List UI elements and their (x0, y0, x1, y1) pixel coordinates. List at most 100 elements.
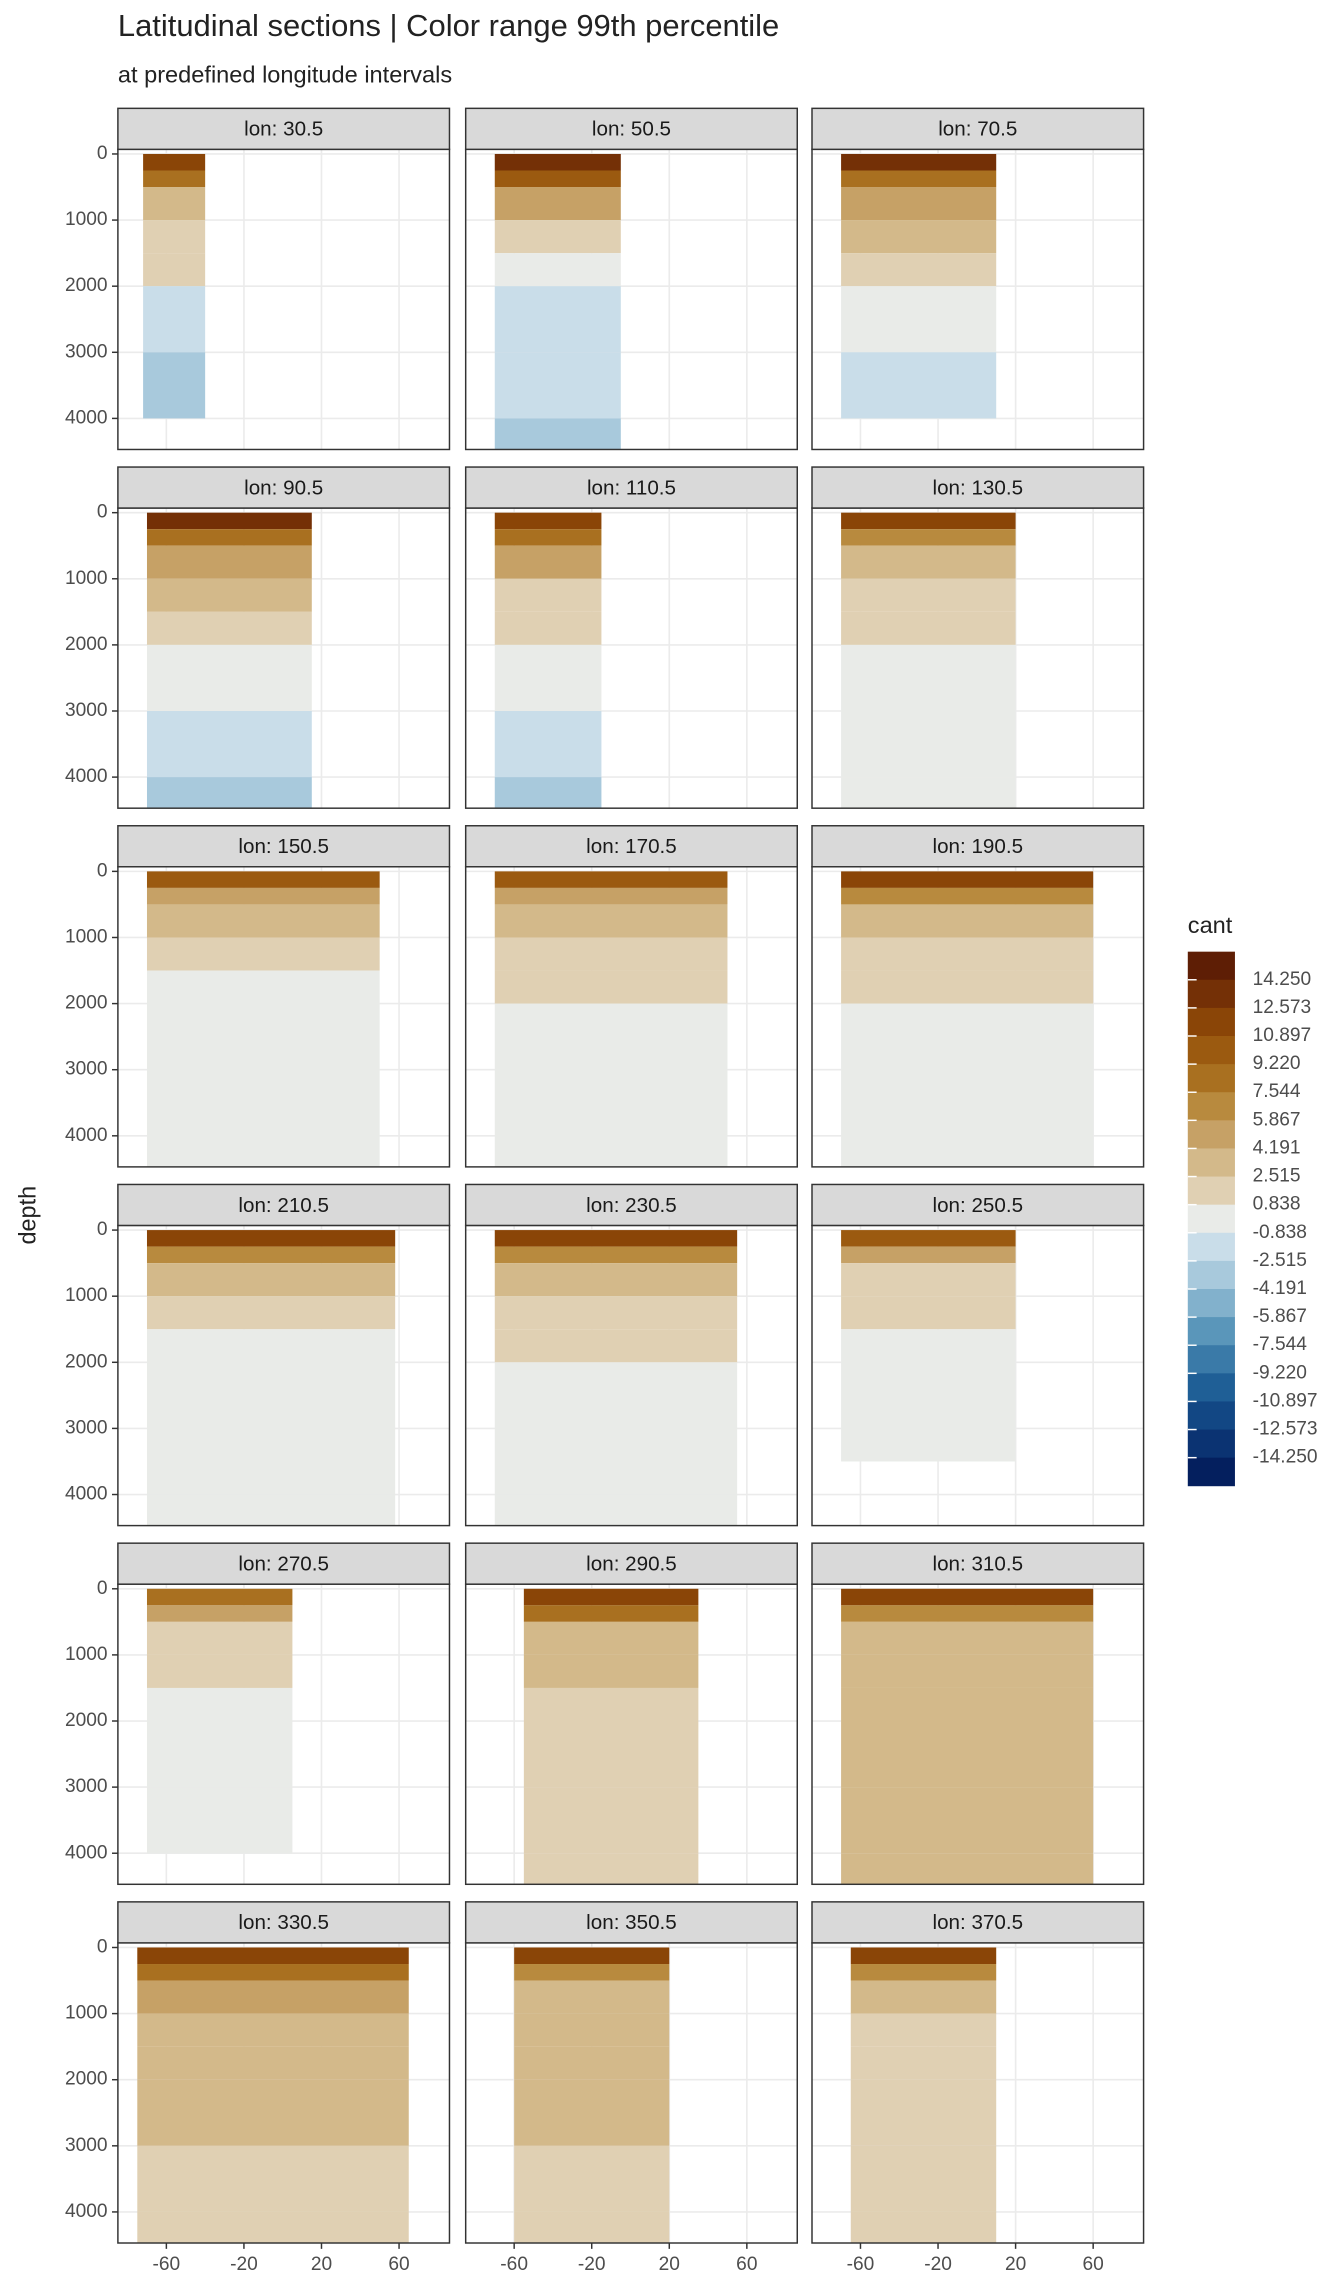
y-tick-label: 2000 (65, 1710, 108, 1731)
strip-label: lon: 370.5 (933, 1911, 1024, 1934)
contour-band (514, 1947, 670, 1965)
legend-swatch (1187, 1345, 1235, 1374)
chart-subtitle: at predefined longitude intervals (118, 61, 452, 87)
contour-band (841, 1654, 1094, 1688)
contour-band (494, 1230, 738, 1247)
contour-band (146, 545, 312, 579)
x-tick-label: -20 (578, 2254, 606, 2275)
section (841, 871, 1094, 1167)
strip (117, 1183, 451, 1227)
contour-band (146, 1263, 396, 1297)
contour-band (841, 1853, 1094, 1885)
y-tick-label: 1000 (65, 927, 108, 948)
contour-band (494, 937, 728, 971)
contour-band (514, 2046, 670, 2080)
contour-band (494, 187, 621, 221)
contour-band (137, 2145, 409, 2212)
x-tick-label: 20 (311, 2254, 332, 2275)
contour-band (143, 220, 206, 254)
contour-band (494, 904, 728, 938)
strip-label: lon: 90.5 (244, 476, 323, 499)
contour-band (514, 2079, 670, 2146)
contour-band (494, 1069, 728, 1136)
section (841, 153, 997, 419)
contour-band (146, 644, 312, 712)
x-tick-label: 20 (659, 2254, 680, 2275)
strip (117, 1542, 451, 1585)
legend-swatch (1187, 1064, 1235, 1093)
y-tick-label: 3000 (65, 1776, 108, 1797)
contour-band (841, 887, 1094, 905)
strip-label: lon: 110.5 (587, 476, 676, 499)
legend-swatch (1187, 1035, 1235, 1065)
contour-band (146, 1605, 293, 1622)
contour-band (146, 871, 380, 888)
contour-band (146, 1135, 380, 1167)
contour-band (146, 1588, 293, 1606)
legend-swatch (1187, 1457, 1235, 1487)
legend-swatch (1187, 1401, 1235, 1430)
y-tick-label: 3000 (65, 700, 108, 721)
contour-band (850, 1964, 997, 1981)
section (494, 871, 728, 1167)
legend-label: 4.191 (1253, 1138, 1301, 1159)
contour-band (146, 1687, 293, 1722)
y-tick-label: 1000 (65, 568, 108, 589)
contour-band (850, 2046, 997, 2080)
contour-band (143, 170, 206, 188)
contour-band (146, 1654, 293, 1688)
contour-band (841, 1687, 1094, 1722)
strip-label: lon: 230.5 (586, 1194, 677, 1217)
legend-label: 14.250 (1253, 969, 1312, 990)
contour-band (841, 644, 1016, 712)
y-tick-label: 2000 (65, 1351, 108, 1372)
contour-band (494, 611, 602, 645)
contour-band (850, 1947, 997, 1965)
strip-label: lon: 50.5 (592, 118, 671, 141)
contour-band (841, 529, 1016, 546)
contour-band (841, 1605, 1094, 1622)
contour-band (523, 1654, 699, 1688)
legend-label: -4.191 (1253, 1278, 1307, 1299)
contour-band (143, 153, 206, 171)
contour-band (850, 2211, 997, 2244)
contour-band (841, 970, 1094, 1004)
y-tick-label: 0 (97, 143, 108, 164)
contour-band (841, 545, 1016, 579)
contour-band (494, 887, 728, 905)
contour-band (850, 1980, 997, 2014)
strip-label: lon: 170.5 (586, 835, 677, 858)
contour-band (494, 970, 728, 1004)
legend-label: -5.867 (1253, 1306, 1307, 1327)
contour-band (137, 2013, 409, 2047)
section (494, 512, 602, 809)
contour-band (523, 1588, 699, 1606)
contour-band (494, 253, 621, 287)
y-tick-label: 4000 (65, 1125, 108, 1146)
x-tick-label: -20 (230, 2254, 258, 2275)
legend-label: 9.220 (1253, 1053, 1301, 1074)
contour-band (494, 1329, 738, 1363)
contour-band (137, 2079, 409, 2146)
contour-band (146, 1362, 396, 1429)
contour-band (850, 2013, 997, 2047)
y-tick-label: 4000 (65, 407, 108, 428)
strip (811, 1901, 1145, 1944)
legend-swatch (1187, 951, 1235, 981)
strip (464, 1183, 798, 1227)
contour-band (494, 352, 621, 419)
y-tick-label: 4000 (65, 1842, 108, 1863)
strip (464, 466, 798, 509)
legend-swatch (1187, 1288, 1235, 1318)
contour-band (146, 512, 312, 530)
contour-band (494, 529, 602, 546)
legend-swatch (1187, 1176, 1235, 1206)
contour-band (146, 1621, 293, 1655)
y-tick-label: 2000 (65, 634, 108, 655)
strip (464, 825, 798, 868)
x-tick-label: 60 (736, 2254, 757, 2275)
section (146, 1230, 396, 1526)
strip (811, 466, 1145, 509)
y-tick-label: 1000 (65, 209, 108, 230)
strip (117, 1901, 451, 1944)
